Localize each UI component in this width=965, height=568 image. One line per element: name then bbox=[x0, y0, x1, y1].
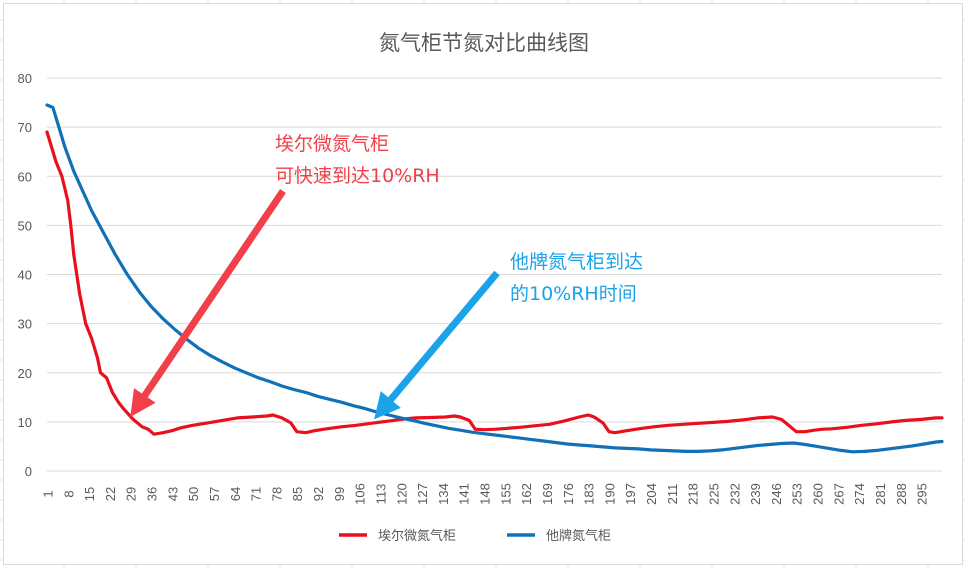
x-tick-label: 50 bbox=[186, 487, 201, 501]
series-line-red bbox=[45, 130, 944, 436]
series-line-blue bbox=[45, 103, 944, 454]
line-chart: 氮气柜节氮对比曲线图 0 10 20 30 40 50 60 70 80 1 8 15 22 29 36 4… bbox=[18, 31, 944, 544]
x-tick-label: 183 bbox=[582, 483, 597, 505]
annotation-red-line-1: 埃尔微氮气柜 bbox=[275, 133, 389, 155]
x-tick-label: 8 bbox=[61, 490, 76, 497]
y-axis-ticks: 0 10 20 30 40 50 60 70 80 bbox=[18, 71, 32, 479]
annotation-red: 埃尔微氮气柜 可快速到达10%RH bbox=[130, 133, 440, 417]
x-tick-label: 29 bbox=[124, 487, 139, 501]
x-tick-label: 57 bbox=[207, 487, 222, 501]
x-tick-label: 92 bbox=[311, 487, 326, 501]
x-tick-label: 36 bbox=[145, 487, 160, 501]
legend-item-blue[interactable]: 他牌氮气柜 bbox=[507, 528, 611, 544]
x-tick-label: 288 bbox=[894, 483, 909, 505]
x-tick-label: 253 bbox=[790, 483, 805, 505]
x-tick-label: 225 bbox=[706, 483, 721, 505]
x-tick-label: 22 bbox=[103, 487, 118, 501]
red-arrow bbox=[130, 189, 286, 417]
x-tick-label: 274 bbox=[852, 483, 867, 505]
x-tick-label: 148 bbox=[478, 483, 493, 505]
gridlines bbox=[47, 77, 942, 472]
y-tick-label: 10 bbox=[18, 415, 32, 430]
x-tick-label: 141 bbox=[457, 483, 472, 505]
legend-item-red[interactable]: 埃尔微氮气柜 bbox=[339, 528, 456, 544]
x-tick-label: 176 bbox=[561, 483, 576, 505]
y-tick-label: 30 bbox=[18, 317, 32, 332]
x-tick-label: 169 bbox=[540, 483, 555, 505]
x-tick-label: 120 bbox=[394, 483, 409, 505]
x-tick-label: 99 bbox=[332, 487, 347, 501]
annotation-red-line-2: 可快速到达10%RH bbox=[275, 165, 440, 187]
x-tick-label: 295 bbox=[915, 483, 930, 505]
x-tick-label: 127 bbox=[415, 483, 430, 505]
x-tick-label: 85 bbox=[290, 487, 305, 501]
y-tick-label: 80 bbox=[18, 71, 32, 86]
y-tick-label: 0 bbox=[25, 464, 32, 479]
x-tick-label: 190 bbox=[602, 483, 617, 505]
chart-area[interactable]: 氮气柜节氮对比曲线图 0 10 20 30 40 50 60 70 80 1 8 15 22 29 36 4… bbox=[3, 3, 963, 565]
x-tick-label: 78 bbox=[269, 487, 284, 501]
x-tick-label: 155 bbox=[498, 483, 513, 505]
x-tick-label: 281 bbox=[873, 483, 888, 505]
x-tick-label: 246 bbox=[769, 483, 784, 505]
x-tick-label: 106 bbox=[353, 483, 368, 505]
chart-title: 氮气柜节氮对比曲线图 bbox=[379, 31, 589, 55]
x-tick-label: 113 bbox=[373, 484, 388, 505]
x-tick-label: 211 bbox=[665, 484, 680, 505]
x-tick-label: 267 bbox=[831, 483, 846, 505]
x-tick-label: 197 bbox=[623, 483, 638, 505]
y-tick-label: 20 bbox=[18, 366, 32, 381]
x-tick-label: 64 bbox=[228, 487, 243, 501]
y-tick-label: 60 bbox=[18, 169, 32, 184]
legend-label-red: 埃尔微氮气柜 bbox=[378, 528, 456, 544]
x-tick-label: 15 bbox=[82, 487, 97, 501]
x-tick-label: 218 bbox=[686, 483, 701, 505]
x-tick-label: 71 bbox=[249, 487, 264, 501]
x-tick-label: 134 bbox=[436, 483, 451, 505]
blue-arrow bbox=[374, 270, 500, 420]
legend-label-blue: 他牌氮气柜 bbox=[546, 528, 611, 544]
y-tick-label: 40 bbox=[18, 268, 32, 283]
x-tick-label: 204 bbox=[644, 483, 659, 505]
y-tick-label: 70 bbox=[18, 120, 32, 135]
y-tick-label: 50 bbox=[18, 218, 32, 233]
x-tick-label: 43 bbox=[165, 487, 180, 501]
annotations: 埃尔微氮气柜 可快速到达10%RH 他牌氮气柜到达 的10%RH时间 bbox=[130, 133, 643, 420]
annotation-blue-line-2: 的10%RH时间 bbox=[510, 283, 637, 305]
x-tick-label: 260 bbox=[811, 483, 826, 505]
annotation-blue-line-1: 他牌氮气柜到达 bbox=[510, 251, 643, 273]
legend: 埃尔微氮气柜 他牌氮气柜 bbox=[339, 528, 611, 544]
x-axis-ticks: 1 8 15 22 29 36 43 50 57 64 71 78 85 92 99 106 113 120 127… bbox=[40, 483, 929, 505]
x-tick-label: 162 bbox=[519, 483, 534, 505]
x-tick-label: 1 bbox=[40, 490, 55, 497]
x-tick-label: 239 bbox=[748, 483, 763, 505]
x-tick-label: 232 bbox=[727, 483, 742, 505]
annotation-blue: 他牌氮气柜到达 的10%RH时间 bbox=[374, 251, 643, 420]
plot-series bbox=[45, 103, 944, 454]
